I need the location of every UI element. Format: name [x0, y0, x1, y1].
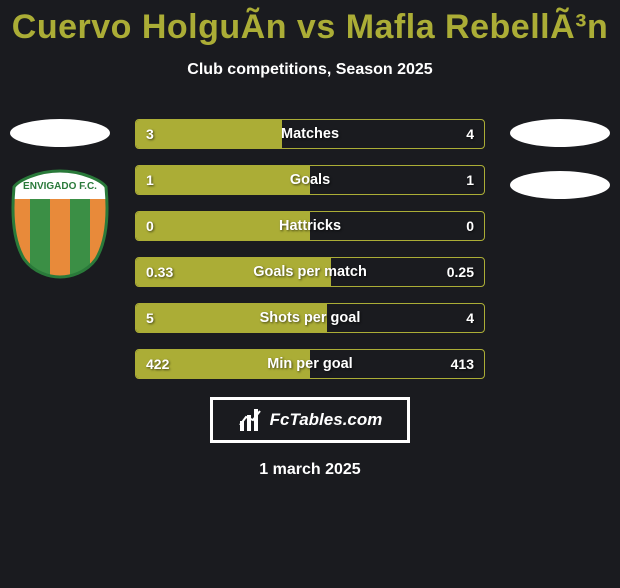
- stat-rows: 3 Matches 4 1 Goals 1 0 Hattricks 0 0.33 Goals per…: [135, 119, 485, 379]
- site-brand-text: FcTables.com: [270, 410, 383, 430]
- stat-row: 0.33 Goals per match 0.25: [135, 257, 485, 287]
- player-left-placeholder-1: [10, 119, 110, 147]
- stat-right-value: 413: [451, 356, 474, 372]
- stat-row: 422 Min per goal 413: [135, 349, 485, 379]
- stat-row: 0 Hattricks 0: [135, 211, 485, 241]
- stat-row: 5 Shots per goal 4: [135, 303, 485, 333]
- site-brand-box: FcTables.com: [210, 397, 410, 443]
- page-title: Cuervo HolguÃ­n vs Mafla RebellÃ³n: [0, 8, 620, 47]
- stat-left-value: 5: [146, 310, 154, 326]
- page-subtitle: Club competitions, Season 2025: [0, 61, 620, 79]
- stat-left-value: 0: [146, 218, 154, 234]
- stat-row: 3 Matches 4: [135, 119, 485, 149]
- chart-icon: [238, 407, 264, 433]
- stat-right-value: 4: [466, 126, 474, 142]
- stat-right-value: 0.25: [447, 264, 474, 280]
- badge-text: ENVIGADO F.C.: [23, 181, 97, 192]
- stat-left-value: 422: [146, 356, 169, 372]
- stat-row-fill: [136, 120, 282, 148]
- date-label: 1 march 2025: [0, 461, 620, 479]
- player-right-placeholder-2: [510, 171, 610, 199]
- stat-left-value: 0.33: [146, 264, 173, 280]
- stat-row: 1 Goals 1: [135, 165, 485, 195]
- stat-right-value: 4: [466, 310, 474, 326]
- stat-left-value: 1: [146, 172, 154, 188]
- stat-row-fill: [136, 166, 310, 194]
- stat-label: Goals per match: [253, 264, 367, 280]
- stat-left-value: 3: [146, 126, 154, 142]
- stat-label: Min per goal: [267, 356, 352, 372]
- stat-right-value: 1: [466, 172, 474, 188]
- stat-label: Matches: [281, 126, 339, 142]
- stat-label: Goals: [290, 172, 330, 188]
- player-right-placeholder-1: [510, 119, 610, 147]
- stat-label: Shots per goal: [260, 310, 361, 326]
- comparison-panel: ENVIGADO F.C. 3 Matches 4 1 Goals 1 0 Hattricks…: [0, 119, 620, 379]
- club-badge: ENVIGADO F.C.: [10, 169, 110, 279]
- stat-label: Hattricks: [279, 218, 341, 234]
- stat-right-value: 0: [466, 218, 474, 234]
